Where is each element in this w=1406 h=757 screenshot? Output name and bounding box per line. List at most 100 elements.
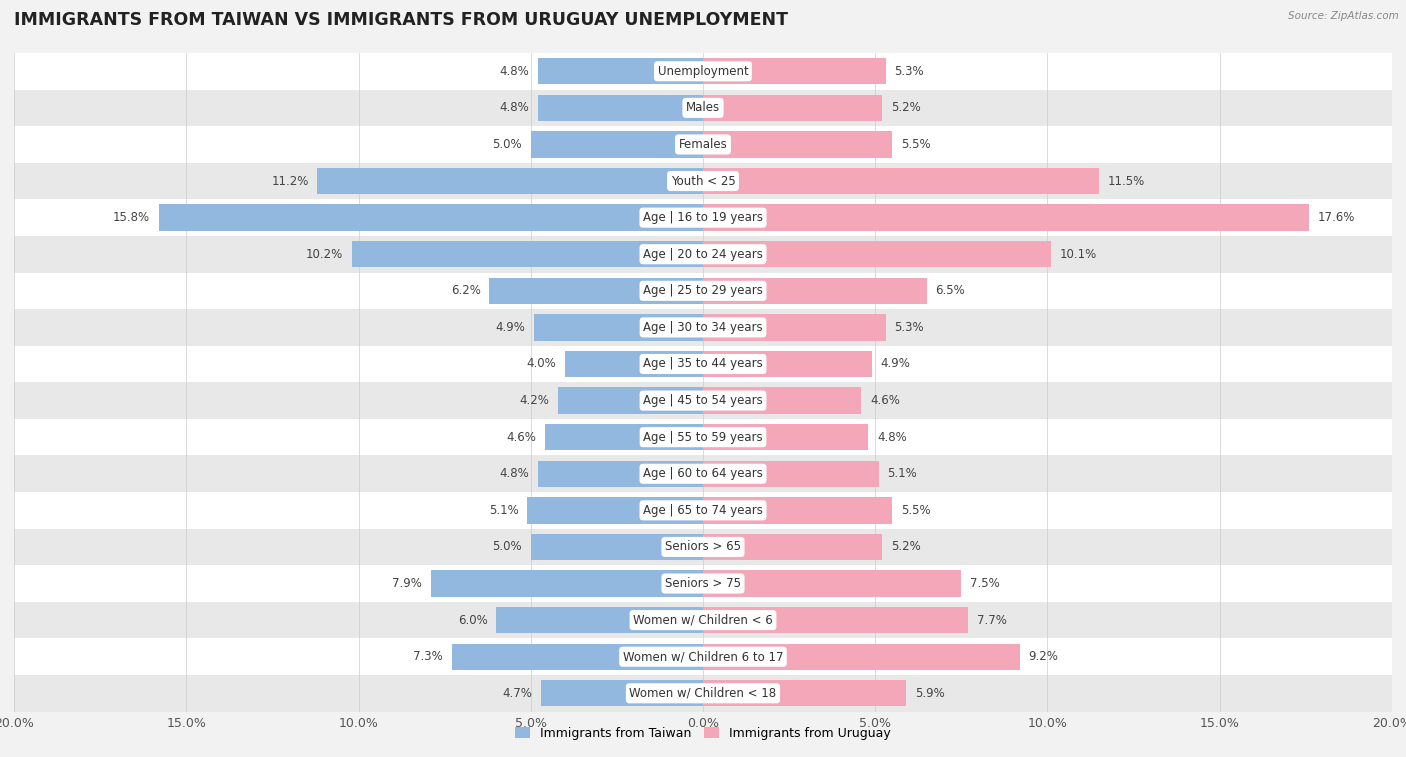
Bar: [14, 236, 1392, 273]
Bar: [159, 204, 703, 231]
Bar: [318, 168, 703, 195]
Bar: [565, 350, 703, 377]
Text: 4.9%: 4.9%: [880, 357, 910, 370]
Bar: [558, 388, 703, 414]
Bar: [430, 570, 703, 597]
Bar: [14, 53, 1392, 89]
Text: 5.2%: 5.2%: [891, 540, 921, 553]
Text: 9.2%: 9.2%: [1029, 650, 1059, 663]
Legend: Immigrants from Taiwan, Immigrants from Uruguay: Immigrants from Taiwan, Immigrants from …: [510, 722, 896, 745]
Text: Seniors > 75: Seniors > 75: [665, 577, 741, 590]
Text: IMMIGRANTS FROM TAIWAN VS IMMIGRANTS FROM URUGUAY UNEMPLOYMENT: IMMIGRANTS FROM TAIWAN VS IMMIGRANTS FRO…: [14, 11, 787, 30]
Text: Age | 30 to 34 years: Age | 30 to 34 years: [643, 321, 763, 334]
Bar: [14, 565, 1392, 602]
Bar: [703, 58, 886, 85]
Bar: [544, 424, 703, 450]
Text: Women w/ Children < 18: Women w/ Children < 18: [630, 687, 776, 699]
Bar: [703, 424, 869, 450]
Text: 5.2%: 5.2%: [891, 101, 921, 114]
Text: 17.6%: 17.6%: [1317, 211, 1355, 224]
Bar: [14, 199, 1392, 236]
Text: 7.5%: 7.5%: [970, 577, 1000, 590]
Text: Age | 60 to 64 years: Age | 60 to 64 years: [643, 467, 763, 480]
Text: 4.6%: 4.6%: [870, 394, 900, 407]
Text: 10.2%: 10.2%: [305, 248, 343, 260]
Text: 5.3%: 5.3%: [894, 321, 924, 334]
Bar: [14, 163, 1392, 199]
Bar: [14, 602, 1392, 638]
Bar: [14, 456, 1392, 492]
Text: Seniors > 65: Seniors > 65: [665, 540, 741, 553]
Bar: [14, 492, 1392, 528]
Bar: [14, 89, 1392, 126]
Text: 11.5%: 11.5%: [1108, 175, 1144, 188]
Bar: [537, 95, 703, 121]
Text: Age | 16 to 19 years: Age | 16 to 19 years: [643, 211, 763, 224]
Bar: [14, 419, 1392, 456]
Text: Males: Males: [686, 101, 720, 114]
Bar: [14, 638, 1392, 675]
Text: Women w/ Children 6 to 17: Women w/ Children 6 to 17: [623, 650, 783, 663]
Text: 4.2%: 4.2%: [520, 394, 550, 407]
Bar: [541, 680, 703, 706]
Text: 4.6%: 4.6%: [506, 431, 536, 444]
Text: 6.0%: 6.0%: [458, 614, 488, 627]
Text: 4.8%: 4.8%: [877, 431, 907, 444]
Bar: [703, 534, 882, 560]
Text: 7.9%: 7.9%: [392, 577, 422, 590]
Bar: [703, 460, 879, 487]
Bar: [451, 643, 703, 670]
Text: 11.2%: 11.2%: [271, 175, 308, 188]
Text: 4.7%: 4.7%: [502, 687, 533, 699]
Text: 5.3%: 5.3%: [894, 65, 924, 78]
Text: Females: Females: [679, 138, 727, 151]
Bar: [703, 643, 1019, 670]
Bar: [14, 528, 1392, 565]
Text: Age | 25 to 29 years: Age | 25 to 29 years: [643, 285, 763, 298]
Bar: [537, 460, 703, 487]
Text: 5.0%: 5.0%: [492, 138, 522, 151]
Bar: [496, 607, 703, 634]
Bar: [14, 382, 1392, 419]
Text: 4.8%: 4.8%: [499, 101, 529, 114]
Bar: [703, 204, 1309, 231]
Bar: [703, 680, 907, 706]
Bar: [527, 497, 703, 524]
Bar: [703, 131, 893, 157]
Bar: [703, 388, 862, 414]
Bar: [703, 350, 872, 377]
Text: Unemployment: Unemployment: [658, 65, 748, 78]
Bar: [703, 314, 886, 341]
Text: 5.9%: 5.9%: [915, 687, 945, 699]
Bar: [14, 675, 1392, 712]
Bar: [703, 497, 893, 524]
Text: 4.8%: 4.8%: [499, 467, 529, 480]
Text: Age | 35 to 44 years: Age | 35 to 44 years: [643, 357, 763, 370]
Text: 7.7%: 7.7%: [977, 614, 1007, 627]
Text: Age | 45 to 54 years: Age | 45 to 54 years: [643, 394, 763, 407]
Text: 7.3%: 7.3%: [413, 650, 443, 663]
Bar: [531, 131, 703, 157]
Bar: [703, 570, 962, 597]
Bar: [703, 241, 1050, 267]
Bar: [352, 241, 703, 267]
Bar: [703, 168, 1099, 195]
Bar: [14, 309, 1392, 346]
Bar: [531, 534, 703, 560]
Bar: [14, 273, 1392, 309]
Text: 6.5%: 6.5%: [935, 285, 966, 298]
Text: 5.1%: 5.1%: [887, 467, 917, 480]
Text: 4.0%: 4.0%: [527, 357, 557, 370]
Text: 15.8%: 15.8%: [112, 211, 150, 224]
Bar: [14, 346, 1392, 382]
Text: 5.5%: 5.5%: [901, 138, 931, 151]
Text: Age | 55 to 59 years: Age | 55 to 59 years: [643, 431, 763, 444]
Bar: [489, 278, 703, 304]
Text: 5.5%: 5.5%: [901, 504, 931, 517]
Bar: [703, 95, 882, 121]
Text: 4.9%: 4.9%: [496, 321, 526, 334]
Text: 6.2%: 6.2%: [451, 285, 481, 298]
Bar: [703, 278, 927, 304]
Text: Youth < 25: Youth < 25: [671, 175, 735, 188]
Bar: [537, 58, 703, 85]
